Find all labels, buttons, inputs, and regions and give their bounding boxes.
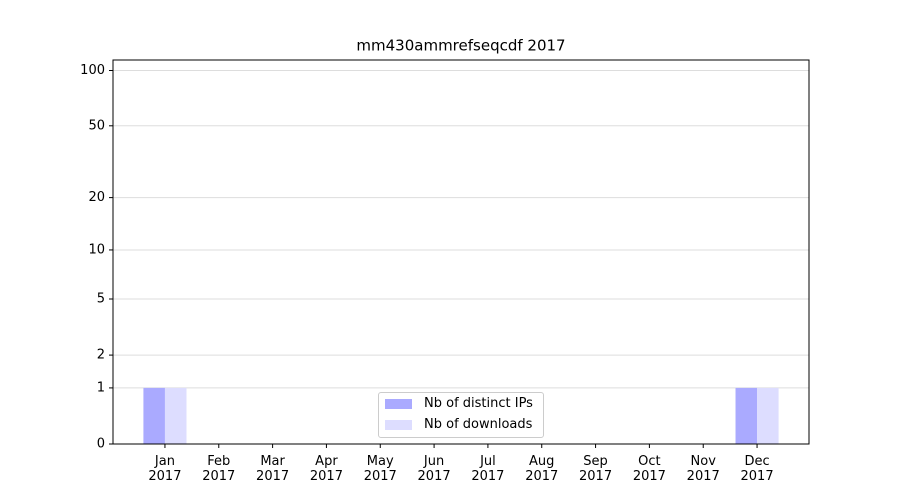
legend-swatch [385, 419, 412, 430]
y-tick-label: 2 [97, 348, 105, 363]
bar [757, 387, 779, 444]
chart-title: mm430ammrefseqcdf 2017 [356, 37, 565, 55]
y-tick-label: 50 [88, 118, 105, 133]
y-tick-label: 100 [80, 63, 105, 78]
bar [164, 387, 187, 444]
legend: Nb of distinct IPs Nb of downloads [378, 392, 544, 438]
bar [735, 387, 758, 444]
legend-label: Nb of distinct IPs [424, 396, 533, 411]
x-tick-label: Jan 2017 [148, 454, 182, 484]
bar [143, 387, 165, 444]
y-tick-label: 1 [97, 380, 105, 395]
x-tick-label: May 2017 [363, 454, 397, 484]
x-tick-label: Oct 2017 [632, 454, 666, 484]
y-tick-label: 20 [88, 190, 105, 205]
y-tick-label: 5 [97, 291, 105, 306]
legend-item: Nb of distinct IPs [379, 393, 543, 414]
x-tick-label: Jul 2017 [471, 454, 505, 484]
y-tick-label: 10 [88, 242, 105, 257]
x-tick-label: Aug 2017 [525, 454, 559, 484]
x-tick-label: Jun 2017 [417, 454, 451, 484]
legend-swatch [385, 398, 412, 409]
legend-label: Nb of downloads [424, 417, 533, 432]
x-tick-label: Nov 2017 [686, 454, 720, 484]
x-tick-label: Sep 2017 [579, 454, 613, 484]
y-tick-label: 0 [97, 437, 105, 452]
x-tick-label: Dec 2017 [740, 454, 774, 484]
x-tick-label: Feb 2017 [202, 454, 236, 484]
legend-item: Nb of downloads [379, 414, 543, 435]
x-tick-label: Mar 2017 [256, 454, 290, 484]
x-tick-label: Apr 2017 [309, 454, 343, 484]
plot-frame [112, 59, 810, 445]
